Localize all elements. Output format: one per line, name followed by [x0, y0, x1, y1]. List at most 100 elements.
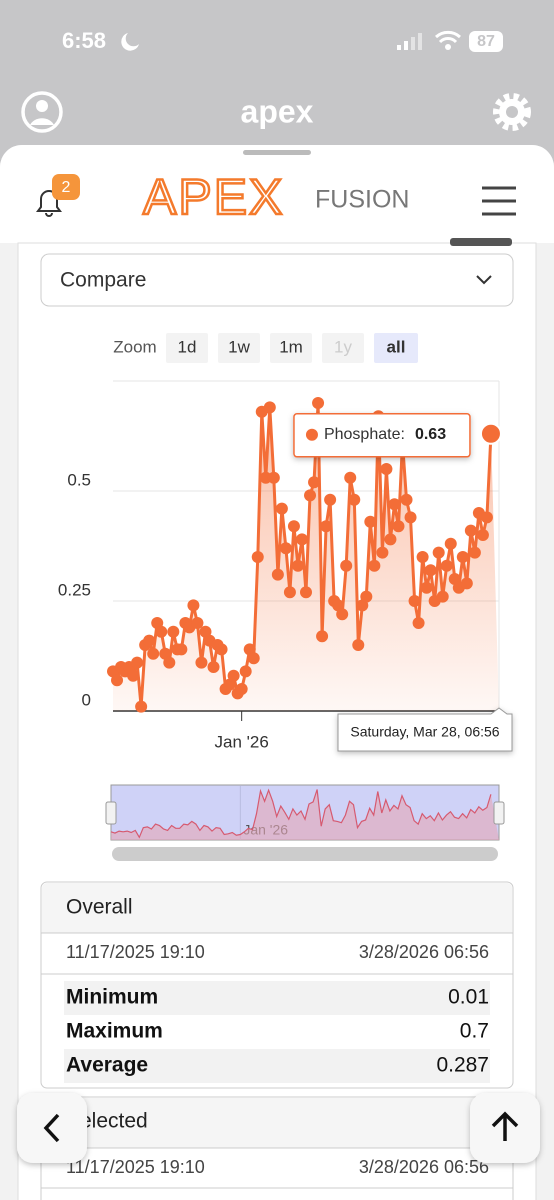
point: [191, 617, 204, 629]
area: [113, 403, 499, 711]
selected-start: 11/17/2025 19:10: [66, 1157, 205, 1177]
selected-end: 3/28/2026 06:56: [359, 1157, 489, 1177]
point: [251, 551, 264, 563]
point: [384, 533, 397, 546]
zoom-option: 1y: [334, 337, 352, 356]
signal-icon: [397, 33, 422, 50]
zoom-option: 1m: [279, 337, 303, 356]
point: [131, 656, 144, 669]
back-button[interactable]: [17, 1093, 87, 1163]
zoom-button[interactable]: [166, 333, 208, 363]
point: [436, 590, 449, 603]
point: [247, 652, 260, 665]
point: [360, 590, 373, 603]
navigator-handle[interactable]: [493, 801, 505, 825]
point: [155, 625, 168, 638]
point: [348, 493, 361, 506]
point: [456, 551, 469, 563]
stat-value: 0.01: [448, 986, 489, 1009]
point: [464, 524, 477, 537]
scroll-top-button[interactable]: [470, 1093, 540, 1163]
selected-header: [42, 1098, 512, 1148]
point: [404, 511, 417, 524]
point: [408, 595, 421, 607]
badge-count: 2: [62, 179, 71, 196]
point: [368, 559, 381, 572]
scrollbar[interactable]: [112, 847, 498, 861]
point: [147, 647, 160, 660]
point: [167, 625, 180, 638]
point: [316, 630, 329, 643]
point: [175, 643, 188, 656]
point: [187, 599, 200, 612]
header-bar: [0, 145, 554, 243]
overall-header: [42, 883, 512, 933]
stat-value: 0.287: [436, 1054, 489, 1077]
point: [476, 529, 489, 541]
point: [376, 546, 389, 559]
point: [460, 577, 473, 590]
point: [380, 463, 393, 475]
row-bg: [64, 1049, 490, 1083]
stat-rows: Minimum 0.01 Maximum 0.7 Average 0.287: [64, 981, 490, 1083]
row-bg: [64, 981, 490, 1015]
navigator-line: [110, 788, 492, 839]
point: [432, 546, 445, 559]
point: [239, 665, 252, 678]
logo-main: APEX: [143, 169, 284, 225]
point: [412, 617, 425, 629]
y-tick-label: 0.25: [58, 580, 91, 599]
zoom-button[interactable]: [218, 333, 260, 363]
point: [336, 608, 349, 621]
point: [291, 559, 304, 572]
point: [324, 493, 337, 506]
zoom-button[interactable]: [270, 333, 312, 363]
x-tooltip-label: Saturday, Mar 28, 06:56: [350, 724, 499, 740]
tooltip-dot: [305, 428, 318, 441]
point: [207, 661, 220, 673]
zoom-buttons: 1d 1w 1m 1y all: [166, 333, 418, 363]
point: [420, 581, 433, 594]
point: [143, 634, 156, 647]
point: [295, 533, 308, 546]
point: [400, 493, 413, 506]
point: [480, 511, 493, 524]
point: [388, 498, 401, 511]
profile-body: [30, 118, 54, 125]
point: [304, 489, 317, 502]
menu-button[interactable]: [482, 186, 516, 216]
point: [308, 476, 321, 489]
overall-end: 3/28/2026 06:56: [359, 942, 489, 962]
grab-handle: [243, 150, 311, 155]
zoom-button: [322, 333, 364, 363]
point: [267, 471, 280, 484]
point: [111, 674, 124, 687]
zoom-option: 1w: [228, 337, 250, 356]
stat-value: 0.7: [460, 1020, 489, 1043]
profile-button[interactable]: [21, 91, 63, 133]
battery-level: 87: [477, 33, 495, 50]
point: [392, 520, 405, 533]
wifi-dot: [445, 44, 451, 50]
tooltip-value: 0.63: [415, 426, 446, 443]
point: [344, 471, 357, 484]
x-tooltip: [337, 707, 513, 752]
app-title: apex: [241, 93, 314, 129]
settings-button[interactable]: [493, 93, 531, 131]
point: [468, 546, 481, 559]
navigator-handle[interactable]: [105, 801, 117, 825]
point: [300, 586, 312, 599]
zoom-button[interactable]: [374, 333, 418, 363]
logo-sub: FUSION: [315, 186, 409, 214]
point: [275, 502, 288, 515]
compare-select[interactable]: [40, 253, 514, 307]
moon-icon: [121, 33, 139, 51]
zoom-label: Zoom: [113, 337, 156, 356]
point: [215, 643, 228, 656]
point: [444, 537, 457, 550]
point: [364, 515, 377, 528]
profile-head: [36, 100, 48, 112]
stat-label: Minimum: [66, 986, 158, 1009]
